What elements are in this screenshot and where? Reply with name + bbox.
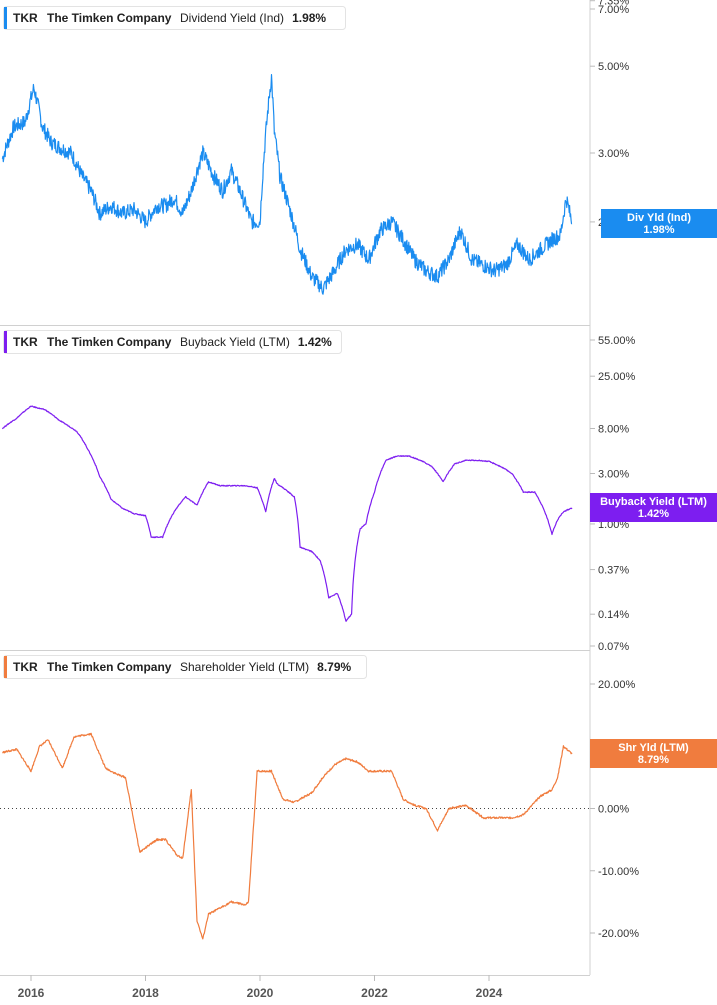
y-tick-label: 55.00% xyxy=(598,335,636,347)
value-tag-box xyxy=(601,209,717,238)
chart-lines xyxy=(1,74,573,940)
x-axis: 2016 2018 2020 2022 2024 xyxy=(18,975,503,1000)
panel-header-box xyxy=(3,655,367,679)
panel-header: TKR The Timken Company Shareholder Yield (… xyxy=(3,655,367,679)
y-tick-label: -20.00% xyxy=(598,928,639,940)
panel-header-box xyxy=(3,6,346,30)
company-name: The Timken Company xyxy=(47,11,172,25)
metric-name: Buyback Yield (LTM) xyxy=(180,335,290,349)
value-tag-label: Shr Yld (LTM) xyxy=(618,742,689,754)
y-tick-label: 0.37% xyxy=(598,565,629,577)
panel-color-swatch xyxy=(4,331,7,353)
y-tick-label: 3.00% xyxy=(598,148,629,160)
value-tag-box xyxy=(590,739,717,768)
company-name: The Timken Company xyxy=(47,335,172,349)
value-tag-value: 1.42% xyxy=(638,508,669,520)
value-tag: Div Yld (Ind)1.98% xyxy=(601,209,717,238)
y-tick-label: 3.00% xyxy=(598,469,629,481)
value-tag-label: Div Yld (Ind) xyxy=(627,212,691,224)
company-name: The Timken Company xyxy=(47,660,172,674)
ticker-label: TKR xyxy=(13,660,38,674)
y-tick-label: 5.00% xyxy=(598,61,629,73)
metric-value: 8.79% xyxy=(317,660,351,674)
panel-headers: TKR The Timken Company Dividend Yield (Ind… xyxy=(3,6,367,679)
series-line-div xyxy=(1,74,573,295)
y-axes: 7.35%7.00%5.00%3.00%2.00%Div Yld (Ind)1.… xyxy=(590,0,717,940)
x-tick-label: 2016 xyxy=(18,986,45,1000)
panel-color-swatch xyxy=(4,656,7,678)
metric-value: 1.98% xyxy=(292,11,326,25)
panel-header: TKR The Timken Company Buyback Yield (LTM)… xyxy=(3,330,342,354)
y-tick-label: -10.00% xyxy=(598,866,639,878)
metric-name: Dividend Yield (Ind) xyxy=(180,11,284,25)
panel-header: TKR The Timken Company Dividend Yield (Ind… xyxy=(3,6,346,30)
x-tick-label: 2018 xyxy=(132,986,159,1000)
chart-grid xyxy=(0,0,591,976)
value-tag-value: 1.98% xyxy=(643,224,674,236)
y-tick-label: 8.00% xyxy=(598,423,629,435)
y-tick-label: 25.00% xyxy=(598,371,636,383)
ticker-label: TKR xyxy=(13,11,38,25)
ticker-label: TKR xyxy=(13,335,38,349)
panel-color-swatch xyxy=(4,7,7,29)
panel-header-box xyxy=(3,330,342,354)
x-tick-label: 2024 xyxy=(476,986,503,1000)
series-line-buyback xyxy=(1,405,573,622)
y-tick-label: 20.00% xyxy=(598,679,636,691)
y-tick-label: 7.00% xyxy=(598,4,629,16)
metric-value: 1.42% xyxy=(298,335,332,349)
metric-name: Shareholder Yield (LTM) xyxy=(180,660,309,674)
y-tick-label: 0.07% xyxy=(598,641,629,653)
value-tag-label: Buyback Yield (LTM) xyxy=(600,496,707,508)
value-tag: Buyback Yield (LTM)1.42% xyxy=(590,493,717,522)
value-tag-value: 8.79% xyxy=(638,754,669,766)
value-tag: Shr Yld (LTM)8.79% xyxy=(590,739,717,768)
y-tick-label: 0.00% xyxy=(598,804,629,816)
x-tick-label: 2022 xyxy=(361,986,388,1000)
value-tag-box xyxy=(590,493,717,522)
series-line-shr xyxy=(2,732,573,940)
x-tick-label: 2020 xyxy=(247,986,274,1000)
y-tick-label: 7.35% xyxy=(598,0,629,8)
y-tick-label: 0.14% xyxy=(598,609,629,621)
